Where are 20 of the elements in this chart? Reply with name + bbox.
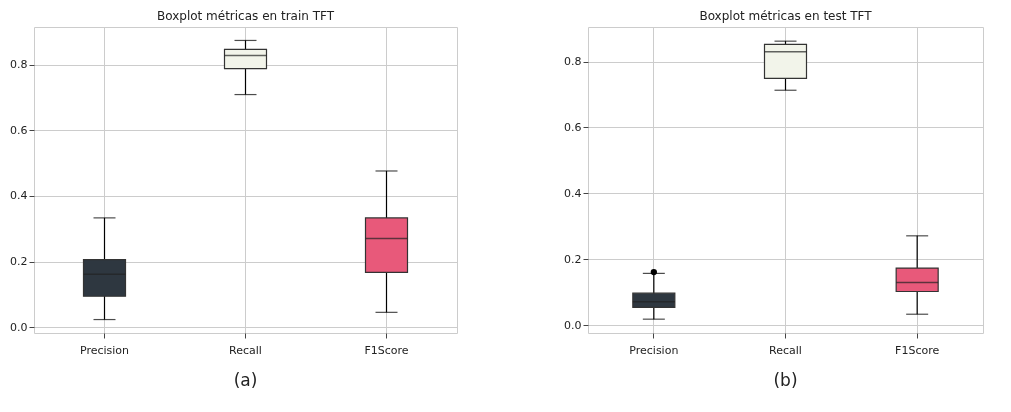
y-tick-label: 0.8 <box>10 58 28 72</box>
y-tick-label: 0.2 <box>564 252 582 266</box>
y-tick-label: 0.6 <box>564 120 582 134</box>
y-tick-label: 0.0 <box>564 318 582 332</box>
y-tick-label: 0.4 <box>564 186 582 200</box>
y-tick-label: 0.2 <box>10 255 28 268</box>
chart-title: Boxplot métricas en test TFT <box>699 9 873 23</box>
x-tick-label: F1Score <box>364 343 409 357</box>
x-tick-label: Recall <box>229 343 262 357</box>
y-tick-label: 0.6 <box>10 123 28 137</box>
x-tick-label: F1Score <box>895 343 940 357</box>
text: (b) <box>773 370 798 390</box>
x-tick-label: Precision <box>79 343 130 357</box>
x-tick-label: Precision <box>629 343 679 357</box>
chart-title: Boxplot métricas en train TFT <box>156 9 335 23</box>
text: (a) <box>233 370 258 390</box>
x-tick-label: Recall <box>769 343 802 357</box>
y-tick-label: 0.8 <box>564 55 582 69</box>
y-tick-label: 0.0 <box>10 320 28 334</box>
y-tick-label: 0.4 <box>10 189 28 203</box>
